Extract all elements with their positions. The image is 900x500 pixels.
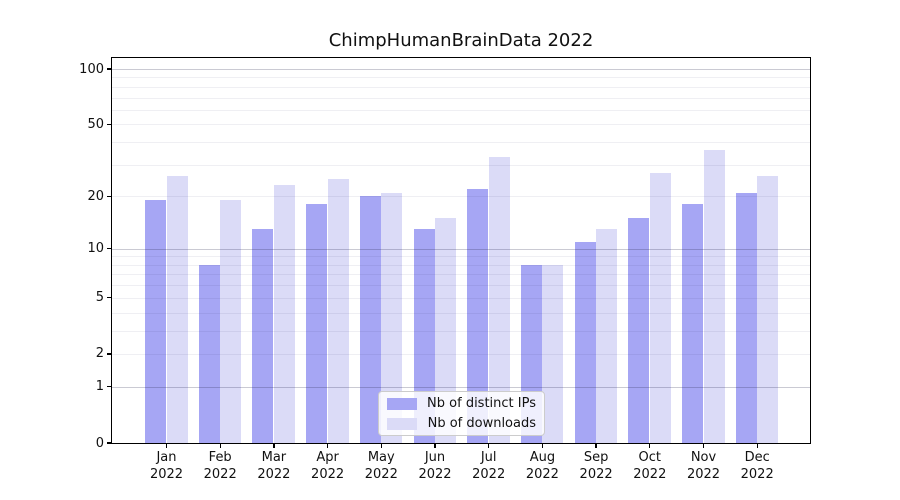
y-tick-label: 0 [95,435,104,451]
gridline-minor [112,97,810,99]
x-tick-label: Oct 2022 [633,450,667,482]
y-tick [107,297,112,299]
x-tick [649,443,651,448]
x-tick-label: Jul 2022 [472,450,506,482]
x-tick [541,443,544,448]
x-tick [380,443,382,448]
x-tick-label: Jan 2022 [149,450,184,482]
bar-downloads-jan [166,175,188,443]
y-tick [107,442,112,444]
y-tick [107,195,112,197]
gridline-minor [112,86,810,88]
x-tick-label: May 2022 [364,450,398,482]
gridline-minor [112,312,810,314]
y-tick-label: 2 [95,346,104,362]
gridline-minor [112,196,810,198]
legend: Nb of distinct IPs Nb of downloads [378,391,545,436]
bar-ips-jan [145,200,166,443]
gridline-minor [112,285,810,287]
bar-downloads-feb [220,200,242,443]
gridline-major [112,248,810,250]
bar-ips-dec [735,192,757,443]
legend-swatch-distinct-ips [387,397,417,410]
bar-downloads-apr [327,178,349,443]
x-tick [702,443,705,448]
legend-label-distinct-ips: Nb of distinct IPs [427,396,536,411]
bar-downloads-oct [649,172,671,443]
bar-ips-jul [467,188,489,443]
legend-label-downloads: Nb of downloads [427,416,536,431]
x-tick [219,443,221,448]
x-tick [488,443,490,448]
x-tick [756,443,758,448]
gridline-minor [112,330,810,332]
bar-downloads-sep [596,229,618,443]
y-tick [107,386,112,388]
x-tick [434,443,436,448]
y-tick-label: 100 [79,61,104,77]
y-tick [107,68,112,70]
legend-item: Nb of distinct IPs [387,395,536,412]
y-tick [107,123,112,126]
x-tick-label: Dec 2022 [740,450,774,482]
x-tick-label: Apr 2022 [311,450,345,482]
gridline-minor [112,109,810,111]
x-tick [165,443,168,448]
y-tick-label: 1 [95,379,104,395]
gridline-minor [112,164,810,166]
bar-downloads-nov [703,150,725,443]
y-tick-label: 20 [87,188,104,204]
y-tick [107,353,112,355]
gridline-minor [112,274,810,276]
x-tick-label: Sep 2022 [579,450,613,482]
bar-ips-nov [682,204,703,443]
legend-item: Nb of downloads [387,415,536,432]
bar-downloads-jul [488,157,510,443]
gridline-minor [112,142,810,144]
bar-ips-mar [252,229,274,443]
x-tick-label: Jun 2022 [418,450,452,482]
bar-ips-feb [198,264,220,443]
bar-ips-sep [574,241,596,443]
bar-ips-apr [306,204,328,443]
bar-downloads-may [381,192,403,443]
gridline-minor [112,124,810,126]
gridline-major [112,386,810,388]
bar-ips-may [359,196,381,443]
gridline-minor [112,264,810,266]
gridline-minor [112,77,810,79]
chart-title: ChimpHumanBrainData 2022 [328,30,594,51]
gridline-minor [112,297,810,299]
x-tick [273,443,275,448]
bar-downloads-aug [542,264,564,443]
x-tick-label: Nov 2022 [686,450,721,482]
bar-ips-oct [628,218,650,443]
y-tick-label: 50 [87,116,104,132]
bar-downloads-mar [273,185,295,443]
y-tick [107,248,112,250]
x-tick [595,443,597,448]
gridline-minor [112,353,810,355]
y-tick-label: 10 [87,241,104,257]
x-tick-label: Aug 2022 [525,450,559,482]
legend-swatch-downloads [387,417,417,430]
y-tick-label: 5 [95,290,104,306]
bar-ips-jun [413,229,435,443]
x-tick [326,443,329,448]
bar-downloads-dec [757,175,779,443]
bar-downloads-jun [435,218,456,443]
gridline-major [112,69,810,70]
gridline-minor [112,256,810,258]
x-tick-label: Feb 2022 [203,450,237,482]
x-tick-label: Mar 2022 [257,450,291,482]
